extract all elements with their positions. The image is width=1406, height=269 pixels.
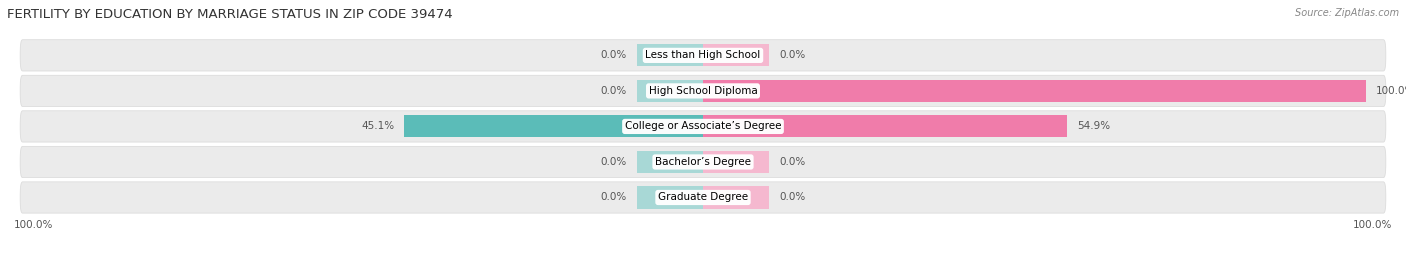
FancyBboxPatch shape [20,146,1386,178]
Text: Less than High School: Less than High School [645,50,761,60]
Bar [637,186,703,208]
Text: Bachelor’s Degree: Bachelor’s Degree [655,157,751,167]
FancyBboxPatch shape [20,111,1386,142]
Text: 0.0%: 0.0% [779,193,806,203]
Text: Source: ZipAtlas.com: Source: ZipAtlas.com [1295,8,1399,18]
Bar [703,186,769,208]
Text: High School Diploma: High School Diploma [648,86,758,96]
Bar [703,151,769,173]
Text: 0.0%: 0.0% [600,157,627,167]
Bar [404,115,703,137]
Text: 0.0%: 0.0% [779,157,806,167]
Bar [637,44,703,66]
Bar [637,80,703,102]
Text: 45.1%: 45.1% [361,121,394,132]
Bar [703,80,1365,102]
Text: 0.0%: 0.0% [779,50,806,60]
Text: 100.0%: 100.0% [1353,220,1392,230]
Text: 0.0%: 0.0% [600,86,627,96]
Text: FERTILITY BY EDUCATION BY MARRIAGE STATUS IN ZIP CODE 39474: FERTILITY BY EDUCATION BY MARRIAGE STATU… [7,8,453,21]
Text: College or Associate’s Degree: College or Associate’s Degree [624,121,782,132]
FancyBboxPatch shape [20,75,1386,107]
FancyBboxPatch shape [20,182,1386,213]
Text: 0.0%: 0.0% [600,50,627,60]
Bar [637,151,703,173]
Text: 0.0%: 0.0% [600,193,627,203]
Text: Graduate Degree: Graduate Degree [658,193,748,203]
Text: 54.9%: 54.9% [1077,121,1109,132]
Text: 100.0%: 100.0% [1376,86,1406,96]
Bar [703,115,1067,137]
FancyBboxPatch shape [20,40,1386,71]
Bar [703,44,769,66]
Text: 100.0%: 100.0% [14,220,53,230]
